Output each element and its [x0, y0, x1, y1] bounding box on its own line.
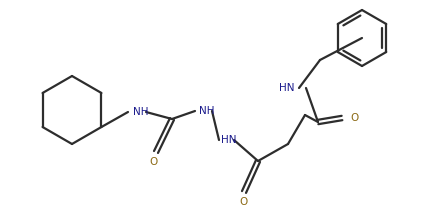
Text: NH: NH: [199, 106, 215, 116]
Text: NH: NH: [133, 107, 148, 117]
Text: O: O: [150, 157, 158, 167]
Text: O: O: [239, 197, 247, 207]
Text: HN: HN: [278, 83, 294, 93]
Text: HN: HN: [221, 135, 236, 145]
Text: O: O: [350, 113, 358, 123]
